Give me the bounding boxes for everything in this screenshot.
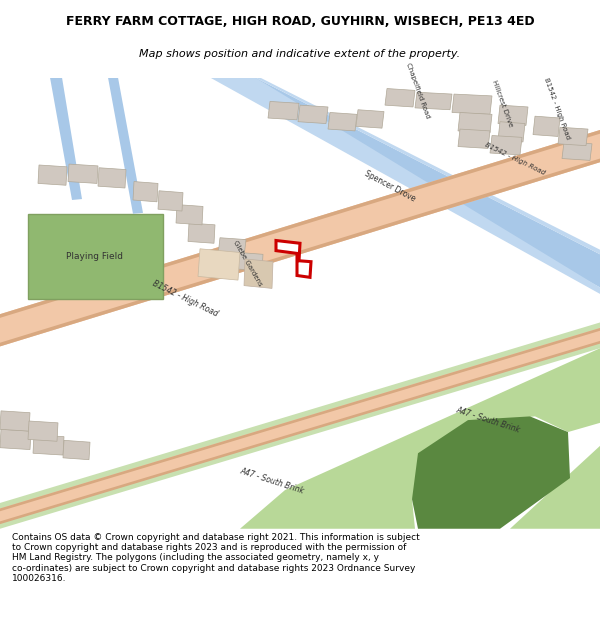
Polygon shape: [0, 159, 600, 346]
Polygon shape: [176, 204, 203, 225]
Polygon shape: [0, 341, 600, 524]
Text: Map shows position and indicative extent of the property.: Map shows position and indicative extent…: [139, 49, 461, 59]
Text: Chapelfield Road: Chapelfield Road: [405, 62, 431, 119]
Text: FERRY FARM COTTAGE, HIGH ROAD, GUYHIRN, WISBECH, PE13 4ED: FERRY FARM COTTAGE, HIGH ROAD, GUYHIRN, …: [65, 15, 535, 28]
Text: B1542 - High Road: B1542 - High Road: [543, 78, 571, 141]
Text: B1542 - High Road: B1542 - High Road: [151, 279, 219, 318]
Polygon shape: [558, 127, 588, 146]
Polygon shape: [276, 241, 311, 278]
Polygon shape: [268, 101, 299, 120]
Text: Playing Field: Playing Field: [67, 252, 124, 261]
Polygon shape: [158, 191, 183, 211]
Polygon shape: [244, 259, 273, 288]
Polygon shape: [328, 112, 357, 131]
Text: A47 - South Brink: A47 - South Brink: [455, 406, 521, 435]
Polygon shape: [188, 223, 215, 243]
Polygon shape: [458, 129, 490, 148]
Polygon shape: [68, 164, 98, 183]
Text: A47 - South Brink: A47 - South Brink: [239, 466, 305, 496]
Polygon shape: [108, 78, 143, 214]
Polygon shape: [0, 411, 30, 431]
Polygon shape: [218, 78, 600, 288]
Polygon shape: [412, 416, 570, 529]
Text: B1542 - High Road: B1542 - High Road: [484, 141, 546, 176]
Polygon shape: [33, 435, 64, 455]
Text: Glebe Gardens: Glebe Gardens: [232, 239, 263, 288]
Text: Contains OS data © Crown copyright and database right 2021. This information is : Contains OS data © Crown copyright and d…: [12, 532, 420, 583]
Polygon shape: [0, 130, 600, 318]
Polygon shape: [155, 348, 600, 529]
Polygon shape: [490, 136, 522, 155]
Polygon shape: [28, 214, 163, 299]
Polygon shape: [28, 421, 58, 441]
Text: Hillcrest Drive: Hillcrest Drive: [491, 79, 513, 128]
Polygon shape: [0, 130, 600, 346]
Polygon shape: [0, 328, 600, 523]
Polygon shape: [415, 92, 452, 110]
Polygon shape: [356, 110, 384, 128]
Polygon shape: [452, 94, 492, 114]
Polygon shape: [133, 182, 158, 202]
Polygon shape: [255, 78, 600, 254]
Polygon shape: [498, 105, 528, 126]
Polygon shape: [38, 165, 67, 185]
Polygon shape: [498, 122, 525, 142]
Polygon shape: [0, 429, 31, 449]
Text: Spencer Drove: Spencer Drove: [363, 169, 417, 203]
Polygon shape: [210, 78, 600, 294]
Polygon shape: [198, 249, 240, 280]
Polygon shape: [385, 89, 415, 107]
Polygon shape: [50, 78, 82, 200]
Polygon shape: [98, 168, 126, 188]
Polygon shape: [298, 105, 328, 124]
Polygon shape: [238, 253, 263, 271]
Polygon shape: [533, 116, 560, 136]
Polygon shape: [218, 238, 246, 257]
Polygon shape: [63, 441, 90, 459]
Polygon shape: [0, 328, 600, 511]
Polygon shape: [0, 322, 600, 529]
Polygon shape: [562, 142, 592, 161]
Polygon shape: [458, 112, 492, 132]
